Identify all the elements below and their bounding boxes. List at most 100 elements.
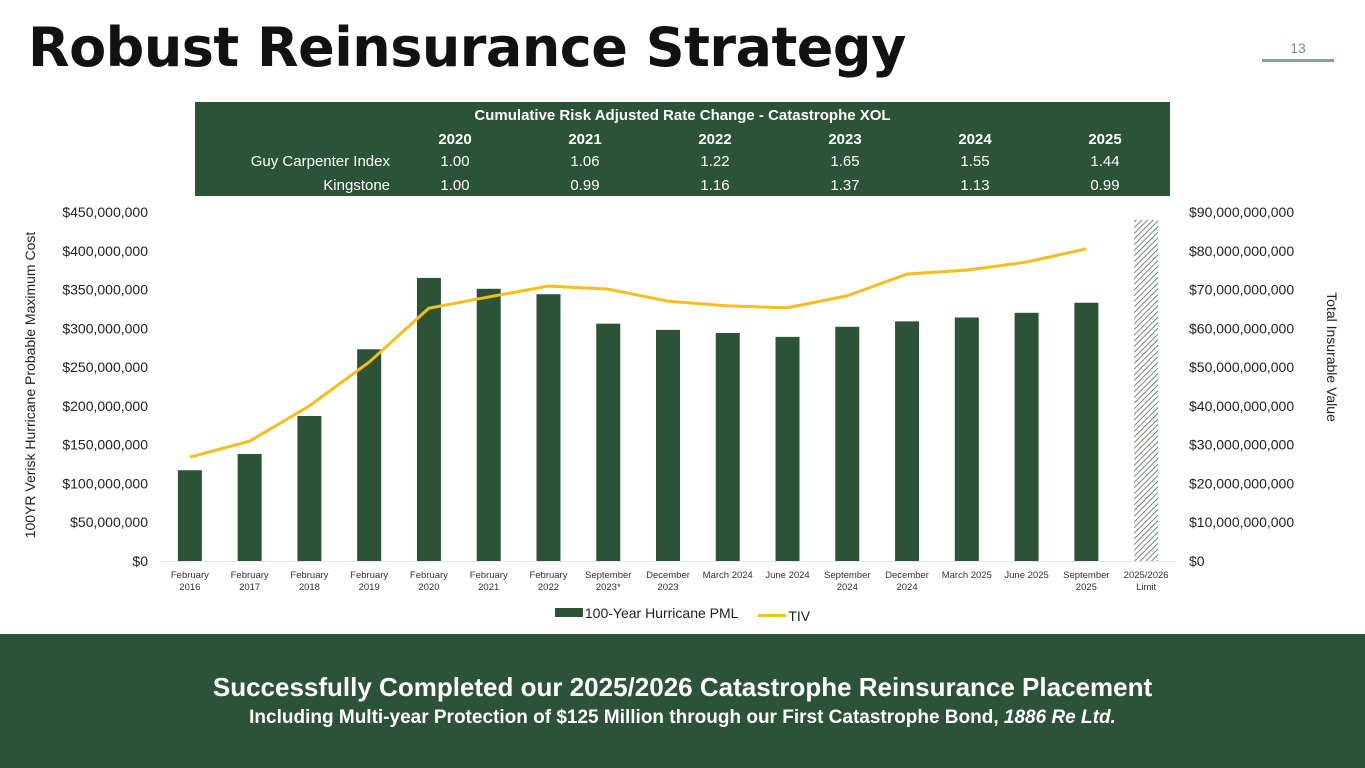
y-right-tick-label: $50,000,000,000 <box>1189 359 1294 375</box>
limit-bar <box>1134 219 1159 561</box>
pml-bar <box>656 329 680 561</box>
x-tick-label: February <box>290 570 328 581</box>
footer-subline-text: Including Multi-year Protection of $125 … <box>249 707 1004 728</box>
legend-swatch-tiv <box>758 614 787 617</box>
y-right-tick-label: $90,000,000,000 <box>1189 204 1294 220</box>
x-tick-label: September <box>824 570 870 581</box>
legend-item-tiv: TIV <box>758 608 810 624</box>
y-left-tick-label: $400,000,000 <box>62 243 148 259</box>
page-number-rule <box>1262 59 1334 62</box>
rate-table-row-label: Kingstone <box>323 177 390 194</box>
x-tick-label: 2024 <box>896 582 917 593</box>
x-tick-label: 2017 <box>239 582 260 593</box>
rate-table-title: Cumulative Risk Adjusted Rate Change - C… <box>474 107 891 124</box>
footer-banner: Successfully Completed our 2025/2026 Cat… <box>0 634 1365 768</box>
y-left-tick-label: $300,000,000 <box>62 320 148 336</box>
y-right-tick-label: $70,000,000,000 <box>1189 282 1294 298</box>
rate-table-year-2023: 2023 <box>828 131 862 148</box>
x-tick-label: February <box>410 570 448 581</box>
x-tick-label: 2025/2026 <box>1124 570 1169 581</box>
x-tick-label: September <box>585 570 631 581</box>
y-left-tick-label: $150,000,000 <box>62 437 148 453</box>
chart-legend: 100-Year Hurricane PML TIV <box>0 604 1365 624</box>
y-left-tick-label: $100,000,000 <box>62 475 148 491</box>
rate-table-cell: 0.99 <box>570 177 600 194</box>
y-left-tick-label: $350,000,000 <box>62 282 148 298</box>
x-tick-label: Limit <box>1136 582 1156 593</box>
x-tick-label: February <box>470 570 508 581</box>
x-tick-label: March 2025 <box>942 570 992 581</box>
x-tick-label: 2025 <box>1076 582 1097 593</box>
page-title: Robust Reinsurance Strategy <box>28 16 906 79</box>
page-number: 13 <box>1290 40 1306 56</box>
rate-table-cell: 1.55 <box>960 153 990 170</box>
x-tick-label: June 2024 <box>765 570 809 581</box>
pml-bar <box>835 326 860 561</box>
rate-table-cell: 1.37 <box>830 177 860 194</box>
pml-bar <box>715 332 740 561</box>
pml-bar <box>177 470 202 561</box>
rate-table-cell: 1.00 <box>440 177 470 194</box>
y-right-tick-label: $10,000,000,000 <box>1189 514 1294 530</box>
rate-table-cell: 1.44 <box>1090 153 1120 170</box>
pml-bar <box>476 288 501 561</box>
pml-bar <box>297 415 322 561</box>
footer-subline-emphasis: 1886 Re Ltd. <box>1003 707 1116 728</box>
rate-table-row-label: Guy Carpenter Index <box>250 153 390 170</box>
rate-table-cell: 1.06 <box>570 153 600 170</box>
pml-tiv-chart: $0 $50,000,000 $100,000,000 $150,000,000 $20… <box>62 204 1294 593</box>
x-tick-label: February <box>350 570 388 581</box>
x-tick-label: February <box>529 570 567 581</box>
footer-headline: Successfully Completed our 2025/2026 Cat… <box>212 672 1153 702</box>
y-right-tick-label: $80,000,000,000 <box>1189 243 1294 259</box>
x-tick-label: 2018 <box>299 582 320 593</box>
x-tick-label: 2023* <box>596 582 621 593</box>
y-left-tick-label: $450,000,000 <box>62 204 148 220</box>
rate-table-year-2021: 2021 <box>568 131 602 148</box>
x-tick-label: December <box>646 570 690 581</box>
pml-bar <box>775 336 800 561</box>
rate-table-cell: 1.13 <box>960 177 990 194</box>
y-left-tick-label: $250,000,000 <box>62 359 148 375</box>
legend-label-pml: 100-Year Hurricane PML <box>584 604 739 621</box>
x-tick-label: December <box>885 570 929 581</box>
rate-table-cell: 1.16 <box>700 177 730 194</box>
tiv-line <box>189 247 1087 459</box>
x-tick-label: February <box>231 570 269 581</box>
x-tick-label: 2020 <box>418 582 439 593</box>
legend-swatch-pml <box>554 608 583 617</box>
y-right-tick-label: $60,000,000,000 <box>1189 320 1294 336</box>
x-tick-label: 2024 <box>837 582 858 593</box>
pml-bar <box>1014 312 1039 561</box>
x-tick-label: 2021 <box>478 582 499 593</box>
x-tick-label: 2019 <box>359 582 380 593</box>
x-tick-label: 2016 <box>179 582 200 593</box>
pml-bar <box>954 317 979 561</box>
x-tick-label: 2022 <box>538 582 559 593</box>
y-left-tick-label: $50,000,000 <box>70 514 148 530</box>
pml-bar <box>237 453 262 561</box>
x-tick-label: September <box>1063 570 1109 581</box>
pml-bar <box>357 349 382 561</box>
y-left-tick-label: $0 <box>132 553 148 569</box>
pml-bar <box>895 321 920 561</box>
footer-subline: Including Multi-year Protection of $125 … <box>0 707 1365 729</box>
legend-label-tiv: TIV <box>788 607 811 624</box>
rate-table-year-2022: 2022 <box>698 131 732 148</box>
pml-bar <box>1074 302 1099 561</box>
y-right-tick-label: $40,000,000,000 <box>1189 398 1294 414</box>
y-right-tick-label: $0 <box>1189 553 1205 569</box>
rate-table-year-2020: 2020 <box>438 131 472 148</box>
x-tick-label: February <box>171 570 209 581</box>
rate-table-cell: 1.65 <box>830 153 860 170</box>
rate-table-year-2025: 2025 <box>1088 131 1122 148</box>
rate-table-year-2024: 2024 <box>958 131 992 148</box>
x-tick-label: March 2024 <box>703 570 753 581</box>
y-right-tick-label: $20,000,000,000 <box>1189 475 1294 491</box>
rate-change-table: Cumulative Risk Adjusted Rate Change - C… <box>195 102 1170 196</box>
pml-bar <box>536 294 561 561</box>
x-tick-label: June 2025 <box>1004 570 1048 581</box>
pml-bar <box>596 323 621 561</box>
rate-table-cell: 1.00 <box>440 153 470 170</box>
y-right-tick-label: $30,000,000,000 <box>1189 437 1294 453</box>
